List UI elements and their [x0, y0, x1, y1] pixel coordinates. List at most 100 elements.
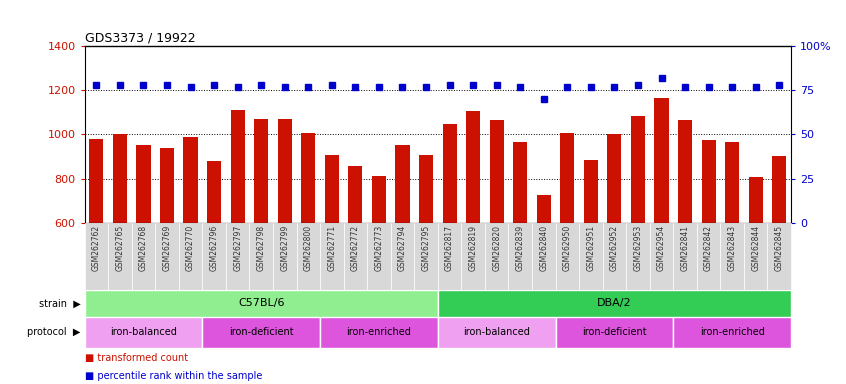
Bar [320, 223, 343, 290]
Bar [202, 317, 320, 348]
Text: GSM262795: GSM262795 [421, 225, 431, 271]
Bar [85, 290, 438, 317]
Bar [372, 176, 386, 223]
Text: GSM262772: GSM262772 [351, 225, 360, 271]
Bar [631, 116, 645, 223]
Text: GSM262819: GSM262819 [469, 225, 478, 271]
Bar [395, 146, 409, 223]
Text: GSM262839: GSM262839 [516, 225, 525, 271]
Bar [602, 223, 626, 290]
Bar [325, 156, 339, 223]
Text: GSM262817: GSM262817 [445, 225, 454, 271]
Bar [485, 223, 508, 290]
Text: iron-enriched: iron-enriched [347, 327, 411, 337]
Bar [438, 317, 556, 348]
Bar [419, 156, 433, 223]
Bar [113, 134, 127, 223]
Text: GSM262841: GSM262841 [680, 225, 689, 271]
Bar [650, 223, 673, 290]
Bar [297, 223, 320, 290]
Bar [673, 317, 791, 348]
Bar [701, 140, 716, 223]
Bar [156, 223, 179, 290]
Bar [560, 133, 574, 223]
Text: GSM262820: GSM262820 [492, 225, 501, 271]
Bar [697, 223, 721, 290]
Bar [584, 160, 598, 223]
Text: iron-balanced: iron-balanced [464, 327, 530, 337]
Bar [508, 223, 532, 290]
Bar [721, 223, 744, 290]
Bar [532, 223, 556, 290]
Text: GSM262765: GSM262765 [115, 225, 124, 271]
Bar [466, 111, 481, 223]
Text: GSM262796: GSM262796 [210, 225, 218, 271]
Text: protocol  ▶: protocol ▶ [27, 327, 80, 337]
Bar [85, 223, 108, 290]
Bar [273, 223, 297, 290]
Text: iron-balanced: iron-balanced [110, 327, 177, 337]
Bar [556, 317, 673, 348]
Bar [136, 146, 151, 223]
Bar [655, 98, 668, 223]
Bar [767, 223, 791, 290]
Text: GSM262770: GSM262770 [186, 225, 195, 271]
Bar [179, 223, 202, 290]
Bar [207, 161, 221, 223]
Bar [725, 142, 739, 223]
Text: iron-enriched: iron-enriched [700, 327, 765, 337]
Bar [202, 223, 226, 290]
Bar [556, 223, 579, 290]
Bar [749, 177, 763, 223]
Bar [184, 137, 198, 223]
Bar [514, 142, 527, 223]
Text: GSM262954: GSM262954 [657, 225, 666, 271]
Text: GDS3373 / 19922: GDS3373 / 19922 [85, 31, 195, 44]
Text: GSM262952: GSM262952 [610, 225, 619, 271]
Text: GSM262840: GSM262840 [539, 225, 548, 271]
Text: GSM262771: GSM262771 [327, 225, 337, 271]
Bar [349, 166, 362, 223]
Text: GSM262950: GSM262950 [563, 225, 572, 271]
Text: GSM262797: GSM262797 [233, 225, 242, 271]
Text: GSM262798: GSM262798 [256, 225, 266, 271]
Bar [226, 223, 250, 290]
Text: DBA/2: DBA/2 [597, 298, 632, 308]
Text: GSM262843: GSM262843 [728, 225, 737, 271]
Bar [108, 223, 132, 290]
Bar [490, 120, 503, 223]
Text: GSM262844: GSM262844 [751, 225, 761, 271]
Text: strain  ▶: strain ▶ [39, 298, 80, 308]
Bar [678, 120, 692, 223]
Bar [85, 317, 202, 348]
Text: C57BL/6: C57BL/6 [238, 298, 284, 308]
Text: iron-deficient: iron-deficient [582, 327, 646, 337]
Text: GSM262953: GSM262953 [634, 225, 642, 271]
Bar [744, 223, 767, 290]
Bar [438, 290, 791, 317]
Bar [415, 223, 438, 290]
Bar [536, 195, 551, 223]
Text: GSM262794: GSM262794 [398, 225, 407, 271]
Bar [320, 317, 438, 348]
Bar [461, 223, 485, 290]
Text: GSM262800: GSM262800 [304, 225, 313, 271]
Text: GSM262762: GSM262762 [92, 225, 101, 271]
Text: ■ percentile rank within the sample: ■ percentile rank within the sample [85, 371, 262, 381]
Bar [673, 223, 697, 290]
Text: GSM262842: GSM262842 [704, 225, 713, 271]
Bar [90, 139, 103, 223]
Bar [132, 223, 155, 290]
Bar [301, 133, 316, 223]
Bar [579, 223, 602, 290]
Text: GSM262769: GSM262769 [162, 225, 172, 271]
Text: ■ transformed count: ■ transformed count [85, 353, 188, 363]
Text: iron-deficient: iron-deficient [229, 327, 294, 337]
Bar [442, 124, 457, 223]
Text: GSM262768: GSM262768 [139, 225, 148, 271]
Bar [772, 157, 786, 223]
Text: GSM262773: GSM262773 [375, 225, 383, 271]
Bar [438, 223, 461, 290]
Bar [343, 223, 367, 290]
Text: GSM262951: GSM262951 [586, 225, 596, 271]
